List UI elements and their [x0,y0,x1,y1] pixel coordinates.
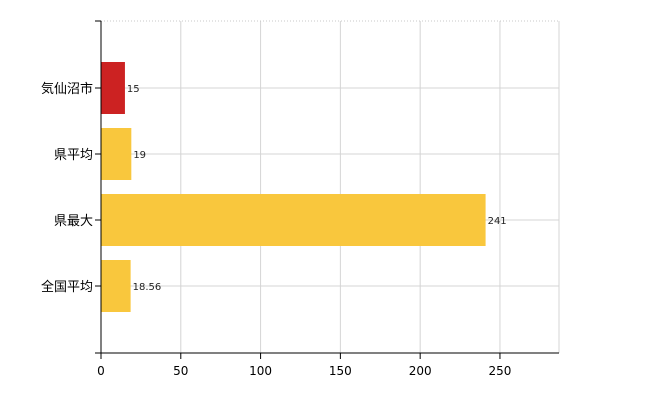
x-tick-label: 150 [329,364,352,378]
grid-lines [101,20,560,353]
data-label: 19 [133,150,146,161]
x-tick-label: 0 [97,364,105,378]
bar [101,128,132,180]
y-tick-label: 県最大 [54,214,93,229]
y-tick-label: 全国平均 [41,279,93,295]
x-tick-label: 200 [409,364,432,378]
data-label: 241 [488,216,507,227]
bar [101,62,125,114]
x-tick-label: 250 [489,364,512,378]
x-tick-label: 100 [249,364,272,378]
value-labels: 15 19 241 18.56 [127,84,507,293]
data-label: 18.56 [133,282,162,293]
bars [101,62,486,312]
data-label: 15 [127,84,140,95]
bar [101,194,486,246]
y-tick-label: 気仙沼市 [41,81,93,97]
bar [101,260,131,312]
x-tick-label: 50 [173,364,188,378]
y-tick-label: 県平均 [54,148,93,163]
